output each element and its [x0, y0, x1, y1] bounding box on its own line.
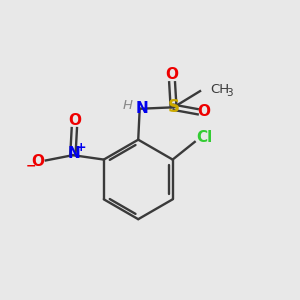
Text: Cl: Cl [196, 130, 212, 145]
Text: O: O [31, 154, 44, 169]
Text: H: H [122, 99, 132, 112]
Text: −: − [25, 159, 36, 172]
Text: +: + [76, 141, 86, 154]
Text: 3: 3 [226, 88, 232, 98]
Text: N: N [68, 146, 80, 161]
Text: N: N [136, 101, 148, 116]
Text: O: O [198, 104, 211, 119]
Text: S: S [168, 98, 180, 116]
Text: CH: CH [210, 83, 230, 96]
Text: O: O [166, 68, 178, 82]
Text: O: O [68, 113, 81, 128]
